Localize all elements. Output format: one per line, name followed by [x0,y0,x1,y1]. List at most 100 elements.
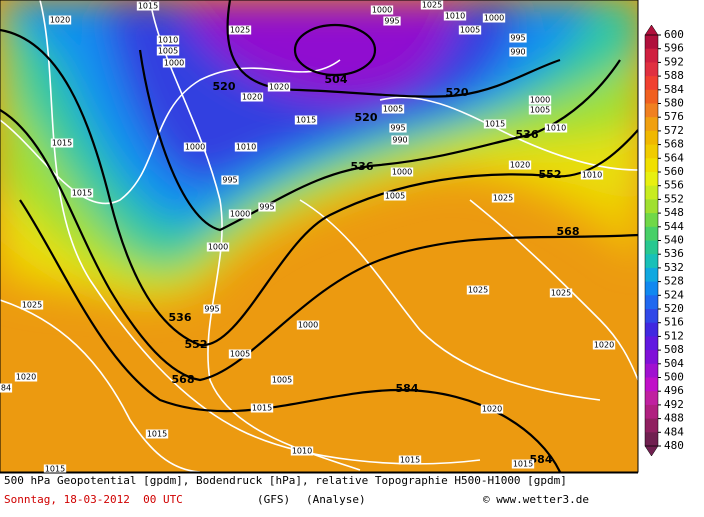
colorbar-band [645,350,658,365]
pressure-label-bg [390,167,414,177]
colorbar-label: 600 [664,28,684,41]
map-labels: 5205045205205365365525685365525685845841… [0,0,616,474]
colorbar-label: 480 [664,439,684,452]
pressure-label-bg [48,15,72,25]
pressure-label: 1000 [392,168,412,177]
pressure-label-bg [509,33,527,43]
pressure-label: 1010 [582,171,602,180]
pressure-label: 1025 [551,289,571,298]
pressure-label-bg [466,285,490,295]
colorbar-band [645,254,658,269]
colorbar-band [645,185,658,200]
colorbar-bottom-arrow [644,445,659,457]
pressure-label: 1010 [158,36,178,45]
colorbar-label: 564 [664,151,684,164]
pressure-label: 1000 [164,59,184,68]
colorbar-band [645,281,658,296]
pressure-label-bg [528,105,552,115]
footer-kind: (Analyse) [306,493,366,506]
colorbar-label: 492 [664,398,684,411]
pressure-label-bg [491,193,515,203]
pressure-label-bg [221,175,239,185]
colorbar-band [645,35,658,50]
map-frame [0,0,639,473]
pressure-label-bg [228,25,252,35]
colorbar-band [645,158,658,173]
footer-date: Sonntag, 18-03-2012 00 UTC [4,493,183,506]
pressure-label-bg [50,138,74,148]
pressure-label-bg [0,383,13,393]
colorbar-label: 572 [664,124,684,137]
pressure-label-bg [294,115,318,125]
colorbar-label: 596 [664,42,684,55]
pressure-label-bg [528,95,552,105]
pressure-label: 1020 [16,373,36,382]
colorbar-band [645,432,658,447]
pressure-label-bg [480,404,504,414]
pressure-label-bg [383,191,407,201]
colorbar-label: 588 [664,69,684,82]
pressure-label-bg [482,13,506,23]
pressure-label: 995 [204,305,219,314]
pressure-label: 1005 [272,376,292,385]
pressure-label-bg [381,104,405,114]
pressure-label: 1025 [230,26,250,35]
pressure-label: 1005 [530,106,550,115]
colorbar-band [645,103,658,118]
geopotential-label: 568 [557,225,580,238]
colorbar-label: 544 [664,220,684,233]
colorbar-band [645,199,658,214]
geopotential-label: 520 [446,86,469,99]
pressure-label: 1005 [383,105,403,114]
pressure-label: 990 [392,136,407,145]
colorbar-label: 584 [664,83,684,96]
pressure-label: 995 [259,203,274,212]
colorbar-band [645,322,658,337]
pressure-label-bg [156,35,180,45]
pressure-label: 1020 [269,83,289,92]
pressure-label: 1015 [485,120,505,129]
colorbar-label: 528 [664,275,684,288]
pressure-label-bg [270,375,294,385]
pressure-label: 1015 [400,456,420,465]
pressure-label-bg [511,459,535,469]
pressure-label-bg [228,209,252,219]
pressure-label-bg [258,202,276,212]
pressure-label: 1015 [296,116,316,125]
geopotential-label: 536 [169,311,192,324]
colorbar-label: 552 [664,192,684,205]
pressure-label: 1000 [372,6,392,15]
colorbar-label: 500 [664,371,684,384]
colorbar-label: 532 [664,261,684,274]
colorbar-band [645,240,658,255]
colorbar: 6005965925885845805765725685645605565525… [644,24,684,457]
colorbar-band [645,363,658,378]
colorbar-label: 548 [664,206,684,219]
pressure-label: 1015 [252,404,272,413]
colorbar-label: 576 [664,110,684,123]
colorbar-band [645,172,658,187]
pressure-label: 995 [390,124,405,133]
footer-caption: 500 hPa Geopotential [gpdm], Bodendruck … [4,474,567,487]
geopotential-label: 536 [516,128,539,141]
colorbar-band [645,267,658,283]
pressure-label: 1015 [52,139,72,148]
colorbar-label: 540 [664,234,684,247]
pressure-label-bg [580,170,604,180]
pressure-label: 995 [384,17,399,26]
colorbar-label: 568 [664,138,684,151]
pressure-label: 84 [1,384,11,393]
map [0,0,638,472]
colorbar-label: 496 [664,384,684,397]
colorbar-band [645,130,658,146]
pressure-label-bg [234,142,258,152]
pressure-label-bg [391,135,409,145]
pressure-label-bg [14,372,38,382]
pressure-label-bg [398,455,422,465]
isobars [0,0,638,472]
pressure-label: 1025 [422,1,442,10]
geopotential-label: 520 [355,111,378,124]
colorbar-band [645,391,658,406]
pressure-label-bg [549,288,573,298]
colorbar-band [645,117,658,132]
